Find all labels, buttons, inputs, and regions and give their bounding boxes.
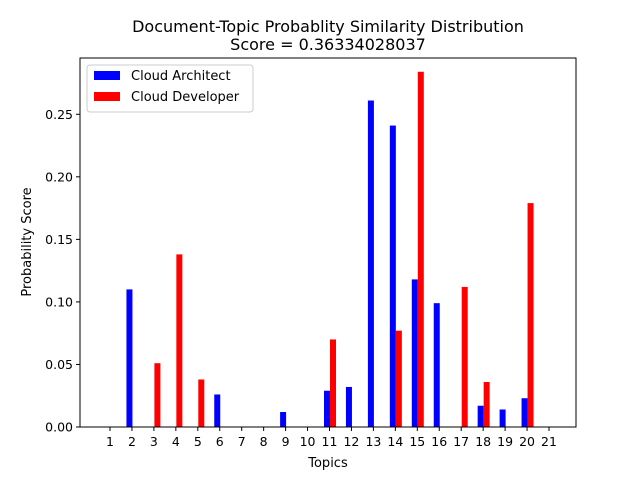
- x-tick-label: 3: [150, 434, 158, 449]
- x-tick-label: 12: [343, 434, 359, 449]
- bar-cloud-architect-topic-18: [477, 405, 484, 427]
- bars-group: [126, 71, 534, 428]
- x-tick-label: 18: [475, 434, 491, 449]
- x-tick-label: 2: [128, 434, 136, 449]
- x-tick-label: 19: [497, 434, 513, 449]
- x-tick-label: 10: [300, 434, 316, 449]
- x-tick-label: 7: [238, 434, 246, 449]
- bar-cloud-architect-topic-9: [280, 411, 287, 427]
- bar-cloud-architect-topic-20: [521, 398, 528, 427]
- bar-cloud-developer-topic-20: [527, 203, 534, 427]
- x-tick-label: 11: [322, 434, 338, 449]
- bar-cloud-architect-topic-11: [324, 390, 330, 427]
- legend-label-cloud-architect: Cloud Architect: [131, 69, 231, 84]
- x-tick-label: 17: [453, 434, 469, 449]
- x-axis-ticks: 1 2 3 4 5 6 7 8 9 10 11 12 13 14 15 16 17 18 19 20 21: [106, 427, 557, 449]
- legend-box: [86, 64, 254, 113]
- bar-cloud-architect-topic-6: [214, 394, 221, 427]
- bar-cloud-architect-topic-19: [499, 409, 506, 427]
- bar-cloud-developer-topic-11: [330, 339, 336, 427]
- x-tick-label: 16: [431, 434, 447, 449]
- x-tick-label: 6: [216, 434, 224, 449]
- y-tick-label: 0.20: [45, 169, 73, 184]
- legend-label-cloud-developer: Cloud Developer: [131, 90, 240, 105]
- bar-cloud-developer-topic-17: [461, 286, 468, 427]
- bar-cloud-developer-topic-5: [198, 379, 205, 427]
- bar-cloud-developer-topic-18: [483, 381, 490, 427]
- x-tick-label: 15: [409, 434, 425, 449]
- bar-cloud-architect-topic-13: [367, 100, 374, 427]
- chart-title: Document-Topic Probablity Similarity Dis…: [132, 17, 524, 36]
- legend: Cloud Architect Cloud Developer: [86, 64, 254, 113]
- x-tick-label: 8: [260, 434, 268, 449]
- chart-subtitle: Score = 0.36334028037: [230, 35, 426, 54]
- x-axis-label: Topics: [307, 456, 348, 471]
- x-tick-label: 21: [541, 434, 557, 449]
- bar-cloud-developer-topic-14: [395, 330, 402, 427]
- x-tick-label: 1: [106, 434, 114, 449]
- y-tick-label: 0.15: [45, 232, 73, 247]
- x-tick-label: 14: [387, 434, 403, 449]
- x-tick-label: 13: [365, 434, 381, 449]
- bar-cloud-architect-topic-12: [345, 386, 352, 427]
- bar-cloud-developer-topic-4: [176, 254, 183, 427]
- bar-cloud-architect-topic-2: [126, 289, 133, 427]
- y-axis-ticks: 0.00 0.05 0.10 0.15 0.20 0.25: [45, 107, 80, 435]
- bar-cloud-developer-topic-3: [154, 363, 161, 427]
- bar-cloud-developer-topic-15: [417, 71, 424, 427]
- y-tick-label: 0.05: [45, 357, 73, 372]
- plot-area-frame: [79, 57, 577, 428]
- y-tick-label: 0.10: [45, 294, 73, 309]
- legend-swatch-cloud-developer: [94, 92, 120, 101]
- bar-cloud-architect-topic-15: [411, 279, 418, 427]
- bar-cloud-architect-topic-14: [389, 125, 396, 428]
- x-tick-label: 5: [194, 434, 202, 449]
- y-tick-label: 0.00: [45, 420, 73, 435]
- x-tick-label: 20: [519, 434, 535, 449]
- legend-swatch-cloud-architect: [94, 71, 120, 80]
- x-tick-label: 4: [172, 434, 180, 449]
- bar-cloud-architect-topic-16: [433, 303, 440, 427]
- y-axis-label: Probability Score: [20, 187, 35, 296]
- y-tick-label: 0.25: [45, 107, 73, 122]
- x-tick-label: 9: [282, 434, 290, 449]
